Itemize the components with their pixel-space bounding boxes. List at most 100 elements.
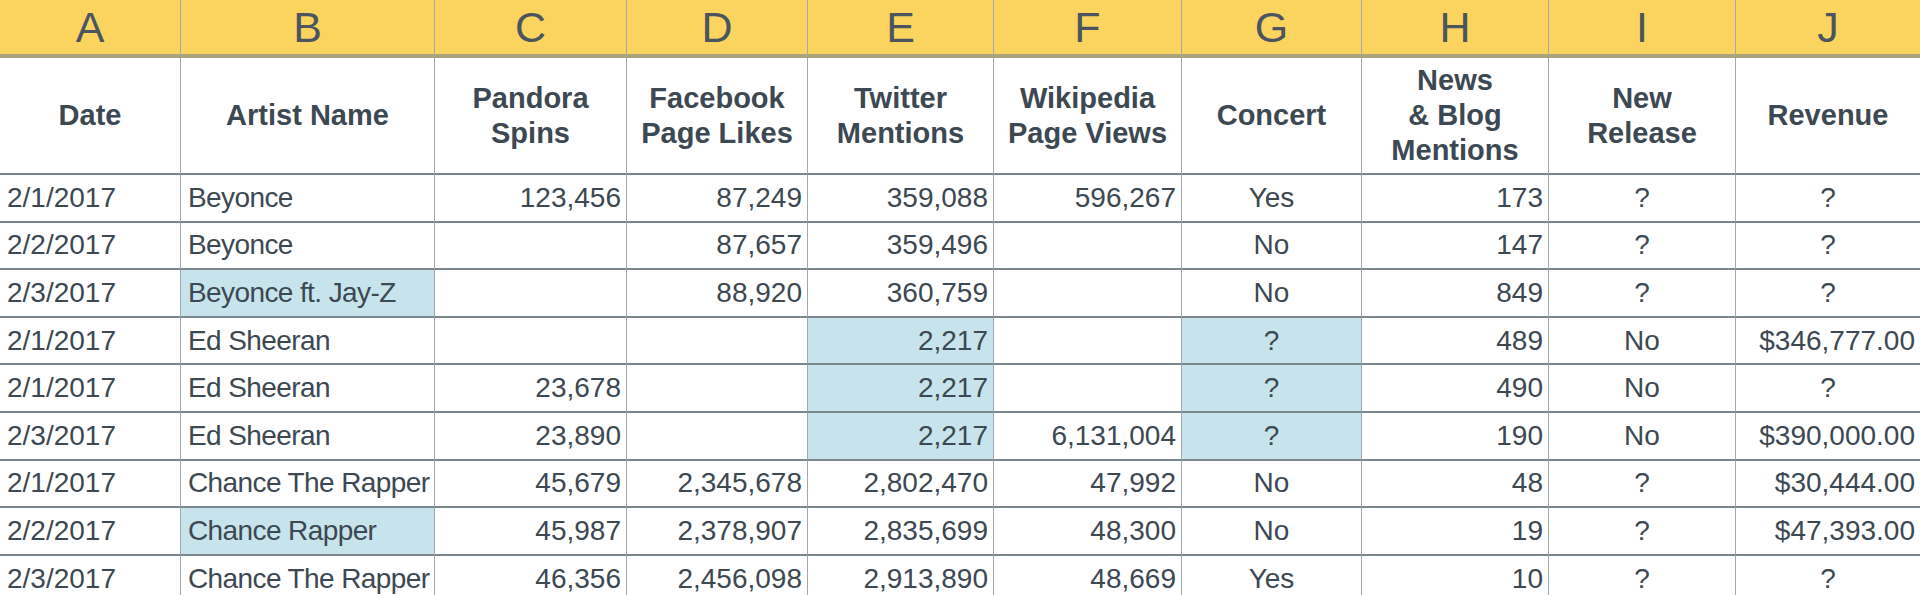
cell-I3[interactable]: ? bbox=[1549, 270, 1736, 318]
cell-H6[interactable]: 190 bbox=[1362, 413, 1549, 461]
cell-F9[interactable]: 48,669 bbox=[994, 556, 1182, 595]
cell-J9[interactable]: ? bbox=[1736, 556, 1920, 595]
cell-B9[interactable]: Chance The Rapper bbox=[181, 556, 435, 595]
cell-I4[interactable]: No bbox=[1549, 318, 1736, 366]
cell-A7[interactable]: 2/1/2017 bbox=[0, 461, 181, 509]
header-cell-pandora-spins[interactable]: Pandora Spins bbox=[435, 58, 627, 175]
cell-B5[interactable]: Ed Sheeran bbox=[181, 365, 435, 413]
cell-B7[interactable]: Chance The Rapper bbox=[181, 461, 435, 509]
column-letter-C[interactable]: C bbox=[435, 0, 627, 58]
cell-C3[interactable] bbox=[435, 270, 627, 318]
cell-B2[interactable]: Beyonce bbox=[181, 223, 435, 271]
cell-E5[interactable]: 2,217 bbox=[808, 365, 994, 413]
cell-D2[interactable]: 87,657 bbox=[627, 223, 808, 271]
column-letter-G[interactable]: G bbox=[1182, 0, 1362, 58]
cell-G4[interactable]: ? bbox=[1182, 318, 1362, 366]
cell-G1[interactable]: Yes bbox=[1182, 175, 1362, 223]
cell-E4[interactable]: 2,217 bbox=[808, 318, 994, 366]
cell-C7[interactable]: 45,679 bbox=[435, 461, 627, 509]
cell-E9[interactable]: 2,913,890 bbox=[808, 556, 994, 595]
cell-D6[interactable] bbox=[627, 413, 808, 461]
column-letter-J[interactable]: J bbox=[1736, 0, 1920, 58]
cell-I7[interactable]: ? bbox=[1549, 461, 1736, 509]
cell-I6[interactable]: No bbox=[1549, 413, 1736, 461]
cell-I2[interactable]: ? bbox=[1549, 223, 1736, 271]
cell-G7[interactable]: No bbox=[1182, 461, 1362, 509]
cell-B6[interactable]: Ed Sheeran bbox=[181, 413, 435, 461]
cell-D1[interactable]: 87,249 bbox=[627, 175, 808, 223]
cell-H3[interactable]: 849 bbox=[1362, 270, 1549, 318]
cell-A5[interactable]: 2/1/2017 bbox=[0, 365, 181, 413]
cell-A2[interactable]: 2/2/2017 bbox=[0, 223, 181, 271]
cell-F6[interactable]: 6,131,004 bbox=[994, 413, 1182, 461]
cell-D3[interactable]: 88,920 bbox=[627, 270, 808, 318]
column-letter-F[interactable]: F bbox=[994, 0, 1182, 58]
cell-F7[interactable]: 47,992 bbox=[994, 461, 1182, 509]
cell-D8[interactable]: 2,378,907 bbox=[627, 508, 808, 556]
cell-H5[interactable]: 490 bbox=[1362, 365, 1549, 413]
cell-H2[interactable]: 147 bbox=[1362, 223, 1549, 271]
cell-J8[interactable]: $47,393.00 bbox=[1736, 508, 1920, 556]
cell-F2[interactable] bbox=[994, 223, 1182, 271]
cell-I5[interactable]: No bbox=[1549, 365, 1736, 413]
cell-H1[interactable]: 173 bbox=[1362, 175, 1549, 223]
cell-G9[interactable]: Yes bbox=[1182, 556, 1362, 595]
cell-C8[interactable]: 45,987 bbox=[435, 508, 627, 556]
cell-E1[interactable]: 359,088 bbox=[808, 175, 994, 223]
header-cell-revenue[interactable]: Revenue bbox=[1736, 58, 1920, 175]
cell-H8[interactable]: 19 bbox=[1362, 508, 1549, 556]
cell-I1[interactable]: ? bbox=[1549, 175, 1736, 223]
cell-G3[interactable]: No bbox=[1182, 270, 1362, 318]
cell-J5[interactable]: ? bbox=[1736, 365, 1920, 413]
cell-B4[interactable]: Ed Sheeran bbox=[181, 318, 435, 366]
column-letter-I[interactable]: I bbox=[1549, 0, 1736, 58]
header-cell-date[interactable]: Date bbox=[0, 58, 181, 175]
cell-B8[interactable]: Chance Rapper bbox=[181, 508, 435, 556]
cell-F5[interactable] bbox=[994, 365, 1182, 413]
cell-C5[interactable]: 23,678 bbox=[435, 365, 627, 413]
cell-G8[interactable]: No bbox=[1182, 508, 1362, 556]
cell-F1[interactable]: 596,267 bbox=[994, 175, 1182, 223]
cell-I9[interactable]: ? bbox=[1549, 556, 1736, 595]
column-letter-D[interactable]: D bbox=[627, 0, 808, 58]
cell-A3[interactable]: 2/3/2017 bbox=[0, 270, 181, 318]
header-cell-concert[interactable]: Concert bbox=[1182, 58, 1362, 175]
cell-A8[interactable]: 2/2/2017 bbox=[0, 508, 181, 556]
cell-F8[interactable]: 48,300 bbox=[994, 508, 1182, 556]
cell-J1[interactable]: ? bbox=[1736, 175, 1920, 223]
cell-D9[interactable]: 2,456,098 bbox=[627, 556, 808, 595]
cell-A9[interactable]: 2/3/2017 bbox=[0, 556, 181, 595]
header-cell-wikipedia-page-views[interactable]: Wikipedia Page Views bbox=[994, 58, 1182, 175]
cell-F4[interactable] bbox=[994, 318, 1182, 366]
cell-E2[interactable]: 359,496 bbox=[808, 223, 994, 271]
cell-C4[interactable] bbox=[435, 318, 627, 366]
cell-C2[interactable] bbox=[435, 223, 627, 271]
cell-J4[interactable]: $346,777.00 bbox=[1736, 318, 1920, 366]
column-letter-E[interactable]: E bbox=[808, 0, 994, 58]
cell-A4[interactable]: 2/1/2017 bbox=[0, 318, 181, 366]
header-cell-new-release[interactable]: New Release bbox=[1549, 58, 1736, 175]
cell-J6[interactable]: $390,000.00 bbox=[1736, 413, 1920, 461]
cell-G6[interactable]: ? bbox=[1182, 413, 1362, 461]
header-cell-facebook-page-likes[interactable]: Facebook Page Likes bbox=[627, 58, 808, 175]
cell-J2[interactable]: ? bbox=[1736, 223, 1920, 271]
cell-A1[interactable]: 2/1/2017 bbox=[0, 175, 181, 223]
cell-D4[interactable] bbox=[627, 318, 808, 366]
cell-I8[interactable]: ? bbox=[1549, 508, 1736, 556]
cell-H7[interactable]: 48 bbox=[1362, 461, 1549, 509]
cell-B1[interactable]: Beyonce bbox=[181, 175, 435, 223]
cell-F3[interactable] bbox=[994, 270, 1182, 318]
cell-D5[interactable] bbox=[627, 365, 808, 413]
cell-E6[interactable]: 2,217 bbox=[808, 413, 994, 461]
column-letter-B[interactable]: B bbox=[181, 0, 435, 58]
cell-E8[interactable]: 2,835,699 bbox=[808, 508, 994, 556]
column-letter-A[interactable]: A bbox=[0, 0, 181, 58]
cell-E7[interactable]: 2,802,470 bbox=[808, 461, 994, 509]
column-letter-H[interactable]: H bbox=[1362, 0, 1549, 58]
cell-A6[interactable]: 2/3/2017 bbox=[0, 413, 181, 461]
cell-D7[interactable]: 2,345,678 bbox=[627, 461, 808, 509]
cell-C6[interactable]: 23,890 bbox=[435, 413, 627, 461]
header-cell-twitter-mentions[interactable]: Twitter Mentions bbox=[808, 58, 994, 175]
cell-G5[interactable]: ? bbox=[1182, 365, 1362, 413]
cell-H9[interactable]: 10 bbox=[1362, 556, 1549, 595]
